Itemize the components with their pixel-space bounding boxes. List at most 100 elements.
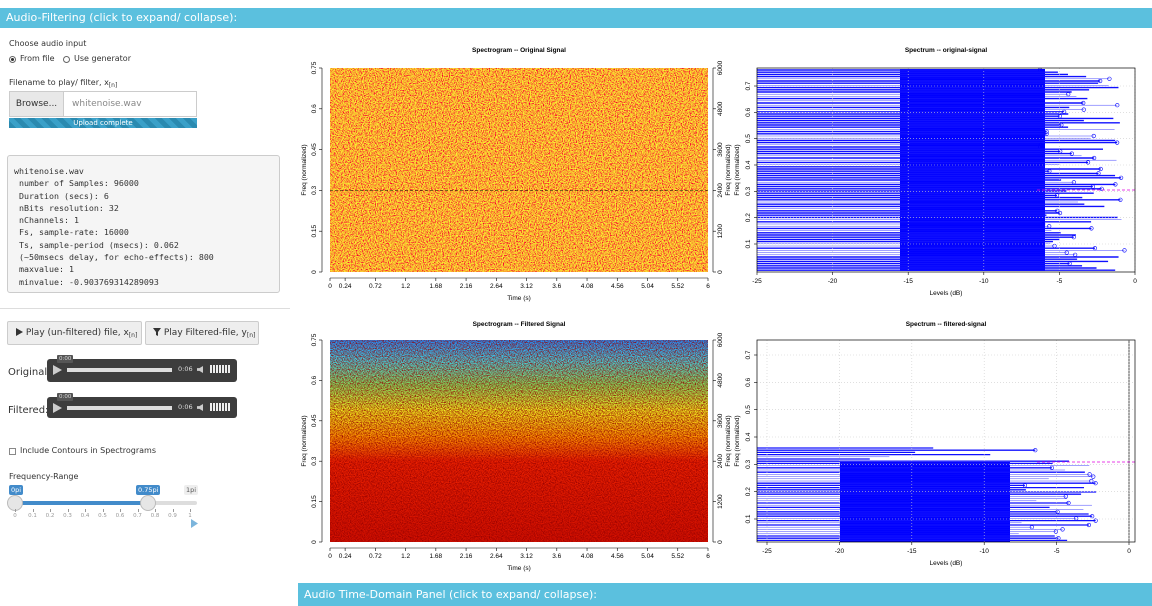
label-sub: [n] (108, 82, 118, 89)
play-icon (16, 328, 23, 336)
spectrum-point (1115, 140, 1120, 145)
x-tick-label: 3.6 (552, 553, 561, 560)
spectrum-point (1044, 131, 1049, 136)
radio-label: Use generator (74, 54, 131, 63)
slider-tick (32, 509, 34, 512)
slider-max-label: 1pi (184, 485, 199, 495)
spectrum-point (1081, 100, 1086, 106)
info-line: Fs, sample-rate: 16000 (14, 227, 129, 238)
spectrum-mass (900, 69, 1045, 271)
slider-tick-label: 0.6 (115, 513, 125, 519)
volume-icon[interactable] (197, 366, 203, 373)
y-tick-label: 0 (311, 540, 318, 544)
x-tick-label: 1.68 (430, 553, 443, 560)
spectrum-point (1033, 448, 1038, 453)
spectrum-point (1122, 248, 1127, 253)
x-tick-label: 0.24 (339, 283, 352, 290)
radio-from-file[interactable] (9, 56, 16, 63)
x-tick-label: 2.64 (490, 283, 503, 290)
play-control[interactable] (53, 365, 62, 375)
info-line: whitenoise.wav (14, 166, 84, 176)
y2-tick-label: 2400 (717, 454, 724, 469)
audio-player[interactable]: 0:06 (47, 397, 237, 418)
slider-tick (137, 509, 139, 512)
y-axis-label: Freq (normalized) (301, 415, 308, 466)
plot-title: Spectrum -- filtered-signal (906, 321, 987, 328)
plot-frame (756, 67, 1136, 273)
info-line: Ts, sample-period (msecs): 0.062 (14, 239, 179, 250)
slider-tick-label: 1 (188, 513, 192, 519)
slider-tick (50, 509, 51, 512)
y-axis-label: Freq (normalized) (301, 144, 308, 195)
spectrogram-image (330, 68, 708, 272)
plot-title: Spectrogram -- Filtered Signal (473, 321, 566, 328)
x-axis-label: Levels (dB) (930, 560, 963, 567)
y-tick-label: 0.1 (745, 514, 752, 523)
x-tick-label: -15 (903, 278, 913, 285)
x-tick-label: 4.08 (581, 553, 594, 560)
y-tick-label: 0.6 (311, 376, 318, 385)
spectrum-point (1092, 246, 1098, 251)
y2-tick-label: 1200 (717, 224, 724, 239)
x-tick-label: 2.64 (490, 553, 503, 560)
contours-checkbox[interactable] (9, 448, 16, 455)
y-tick-label: 0.15 (311, 495, 318, 508)
spectrum-point (1107, 76, 1112, 81)
info-line: Duration (secs): 6 (14, 190, 109, 201)
x-tick-label: 5.04 (641, 553, 654, 560)
button-sub: [n] (128, 332, 138, 339)
spectrum-point (1091, 133, 1096, 139)
x-tick-label: 2.16 (460, 553, 473, 560)
y-axis-label: Freq (normalized) (734, 144, 741, 195)
slider-tick-label: 0.8 (150, 513, 160, 519)
info-line: (~50msecs delay, for echo-effects): 800 (14, 252, 214, 263)
filter-icon (153, 328, 161, 336)
x-axis-label: Time (s) (507, 565, 531, 572)
x-tick-label: 4.56 (611, 283, 624, 290)
y2-tick-label: 6000 (717, 332, 724, 347)
y2-tick-label: 2400 (717, 183, 724, 198)
slider-play-icon[interactable] (190, 519, 199, 528)
play-control[interactable] (53, 403, 62, 413)
time-tooltip: 0:00 (57, 355, 74, 363)
y2-tick-label: 4800 (717, 101, 724, 116)
spectrum-point (1093, 518, 1098, 523)
volume-bar[interactable] (210, 365, 230, 373)
y2-tick-label: 0 (717, 540, 724, 544)
spectrum-point (1060, 527, 1065, 532)
spectrum-point (1053, 529, 1058, 534)
slider-tick-label: 0.9 (168, 513, 177, 519)
panel-header[interactable]: Audio-Filtering (click to expand/ collap… (0, 8, 1152, 28)
progress-track[interactable] (67, 406, 172, 410)
info-line: nChannels: 1 (14, 215, 79, 226)
x-tick-label: 4.08 (581, 283, 594, 290)
slider-tick-label: 0.4 (80, 513, 90, 519)
slider-tick-label: 0.3 (63, 513, 72, 519)
slider-tick-label: 0.2 (45, 513, 55, 519)
x-tick-label: 6 (706, 553, 710, 560)
y-tick-label: 0.2 (745, 487, 752, 496)
spectrum-point (1093, 481, 1098, 486)
slider-handle-max[interactable] (140, 495, 156, 511)
x-tick-label: 5.52 (671, 553, 684, 560)
y-tick-label: 0.75 (311, 333, 318, 346)
audio-player[interactable]: 0:06 (47, 359, 237, 382)
spectrum-point (1118, 197, 1123, 202)
slider-tick (67, 509, 69, 512)
x-tick-label: 0.24 (339, 553, 352, 560)
browse-button[interactable]: Browse... (9, 91, 64, 117)
volume-bar[interactable] (210, 403, 230, 411)
y2-tick-label: 0 (717, 270, 724, 274)
play-filtered-button[interactable]: Play Filtered-file, y[n] (145, 321, 259, 345)
volume-icon[interactable] (197, 404, 203, 411)
time-domain-panel-header[interactable]: Audio Time-Domain Panel (click to expand… (298, 583, 1152, 606)
play-original-button[interactable]: Play (un-filtered) file, x[n] (7, 321, 142, 345)
plot-title: Spectrum -- original-signal (905, 47, 988, 54)
slider-tick-label: 0.5 (98, 513, 107, 519)
progress-track[interactable] (67, 368, 172, 372)
spectrum-point (1113, 182, 1118, 187)
x-tick-label: -10 (979, 278, 989, 285)
slider-tick (120, 509, 121, 512)
spectrum-point (1098, 166, 1103, 172)
radio-generator[interactable] (63, 56, 70, 63)
